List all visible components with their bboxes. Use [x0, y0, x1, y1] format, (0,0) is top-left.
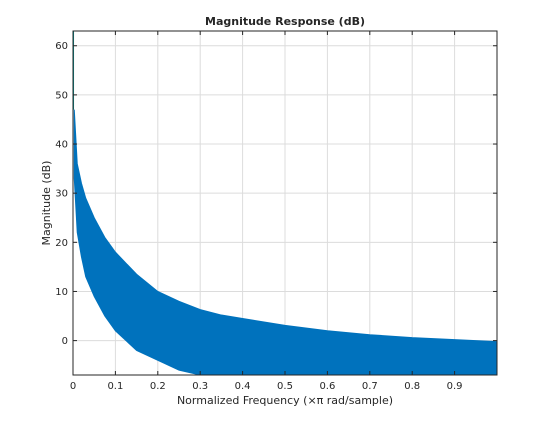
- x-tick-label: 0.3: [192, 381, 208, 392]
- x-tick-label: 0.8: [404, 381, 420, 392]
- x-tick-label: 0.1: [107, 381, 123, 392]
- magnitude-band: [73, 109, 497, 375]
- y-tick-label: 0: [62, 336, 68, 347]
- y-tick-label: 30: [55, 189, 68, 200]
- x-tick-label: 0.2: [150, 381, 166, 392]
- x-axis-label: Normalized Frequency (×π rad/sample): [177, 394, 393, 407]
- y-tick-label: 20: [55, 238, 68, 249]
- tick-marks: [72, 31, 497, 375]
- y-tick-label: 60: [55, 41, 68, 52]
- x-tick-label: 0: [70, 381, 76, 392]
- y-tick-labels: 0 10 20 30 40 50 60: [55, 41, 68, 347]
- x-tick-label: 0.9: [447, 381, 463, 392]
- x-tick-label: 0.6: [319, 381, 335, 392]
- y-tick-label: 40: [55, 140, 68, 151]
- y-tick-label: 10: [55, 287, 68, 298]
- x-tick-label: 0.7: [362, 381, 378, 392]
- chart-title: Magnitude Response (dB): [205, 15, 365, 28]
- y-tick-label: 50: [55, 90, 68, 101]
- x-tick-labels: 0 0.1 0.2 0.3 0.4 0.5 0.6 0.7 0.8 0.9: [70, 381, 463, 392]
- y-axis-label: Magnitude (dB): [40, 161, 53, 246]
- x-tick-label: 0.5: [277, 381, 293, 392]
- x-tick-label: 0.4: [235, 381, 251, 392]
